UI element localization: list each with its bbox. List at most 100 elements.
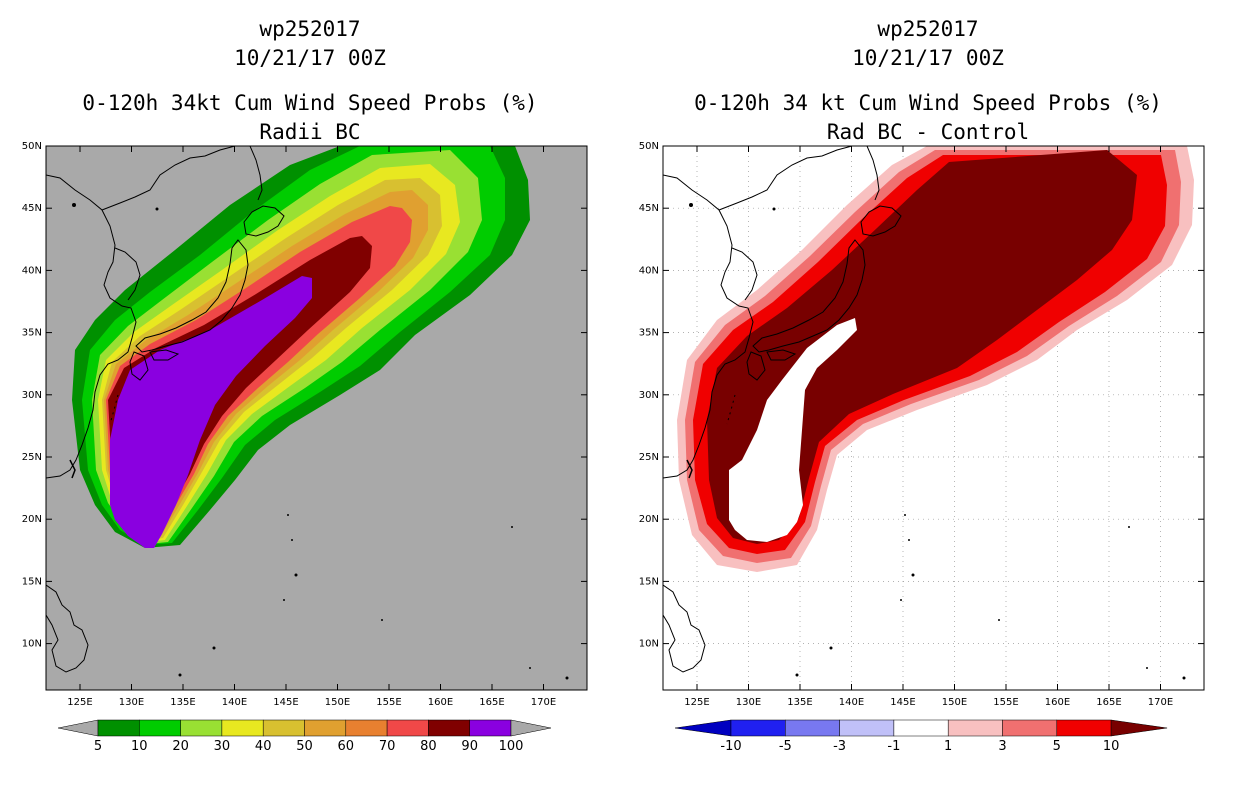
colorbar-label: 5 [1053, 739, 1061, 754]
lat-label: 15N [22, 576, 42, 587]
diff-10-contour [707, 150, 1137, 544]
colorbar-label: -5 [779, 739, 792, 754]
colorbar-over-arrow [1110, 719, 1168, 737]
colorbar-swatch [428, 719, 470, 737]
right-storm-id: wp252017 [877, 17, 979, 41]
lat-label: 20N [22, 514, 42, 525]
lon-label: 170E [1148, 697, 1173, 708]
right-title: 0-120h 34 kt Cum Wind Speed Probs (%) [694, 91, 1162, 115]
lon-label: 160E [428, 697, 453, 708]
colorbar-label: -1 [887, 739, 900, 754]
lat-label: 15N [639, 576, 659, 587]
lon-label: 160E [1045, 697, 1070, 708]
colorbar-label: 100 [499, 739, 524, 754]
colorbar-label: 20 [172, 739, 189, 754]
lat-label: 25N [639, 452, 659, 463]
colorbar-label: 1 [944, 739, 952, 754]
colorbar-under-arrow [674, 719, 732, 737]
colorbar-swatch [893, 719, 949, 737]
lat-label: 35N [22, 328, 42, 339]
lat-label: 40N [639, 265, 659, 276]
lon-label: 150E [942, 697, 967, 708]
colorbar-label: 40 [255, 739, 272, 754]
right-map-frame [662, 145, 1205, 691]
right-datetime: 10/21/17 00Z [852, 46, 1004, 70]
lon-label: 140E [839, 697, 864, 708]
left-title: 0-120h 34kt Cum Wind Speed Probs (%) [82, 91, 538, 115]
colorbar-swatch [730, 719, 786, 737]
colorbar-swatch [139, 719, 181, 737]
lat-label: 10N [639, 639, 659, 650]
lat-label: 20N [639, 514, 659, 525]
left-storm-id: wp252017 [259, 17, 361, 41]
left-colorbar: 5 10 20 30 40 50 60 70 80 90 100 [57, 719, 552, 754]
prob-100-contour [110, 276, 312, 548]
colorbar-label: -3 [833, 739, 846, 754]
lon-label: 145E [273, 697, 298, 708]
lon-label: 170E [531, 697, 556, 708]
lon-label: 165E [479, 697, 504, 708]
colorbar-swatch [304, 719, 347, 737]
right-difference-field [663, 146, 1194, 681]
right-ticks [663, 145, 1204, 690]
colorbar-label: -10 [720, 739, 741, 754]
colorbar-label: 50 [296, 739, 313, 754]
left-probability-field [46, 146, 570, 681]
colorbar-swatch [469, 719, 512, 737]
lat-label: 45N [22, 203, 42, 214]
lat-label: 10N [22, 639, 42, 650]
right-colorbar: -10 -5 -3 -1 1 3 5 10 [674, 719, 1168, 754]
diff-neutral-region [729, 318, 857, 542]
lat-label: 40N [22, 265, 42, 276]
lon-label: 140E [222, 697, 247, 708]
colorbar-label: 70 [379, 739, 396, 754]
lat-label: 25N [22, 452, 42, 463]
colorbar-swatch [97, 719, 140, 737]
lat-label: 45N [639, 203, 659, 214]
colorbar-label: 80 [420, 739, 437, 754]
colorbar-swatch [221, 719, 264, 737]
colorbar-label: 60 [338, 739, 355, 754]
colorbar-swatch [947, 719, 1003, 737]
colorbar-label: 3 [998, 739, 1006, 754]
right-map: 50N 45N 40N 35N 30N 25N 20N 15N 10N 125E 130E 135E 1… [639, 141, 1205, 708]
lon-label: 135E [787, 697, 812, 708]
lat-label: 50N [639, 141, 659, 152]
lon-label: 125E [67, 697, 92, 708]
lon-label: 135E [170, 697, 195, 708]
lon-label: 130E [736, 697, 761, 708]
lon-label: 155E [993, 697, 1018, 708]
colorbar-over-arrow [510, 719, 552, 737]
colorbar-swatch [345, 719, 388, 737]
colorbar-label: 90 [461, 739, 478, 754]
colorbar-swatch [180, 719, 223, 737]
lon-label: 125E [684, 697, 709, 708]
lon-label: 150E [325, 697, 350, 708]
left-map: 50N 45N 40N 35N 30N 25N 20N 15N 10N 125E 130E 135E 1… [22, 141, 588, 708]
left-datetime: 10/21/17 00Z [234, 46, 386, 70]
colorbar-label: 30 [214, 739, 231, 754]
colorbar-swatch [785, 719, 840, 737]
colorbar-swatch [839, 719, 895, 737]
left-ticks [46, 145, 587, 690]
left-subtitle: Radii BC [259, 120, 361, 144]
right-axis-labels: 50N 45N 40N 35N 30N 25N 20N 15N 10N 125E 130E 135E 1… [639, 141, 1173, 708]
lat-label: 30N [639, 390, 659, 401]
colorbar-swatch [386, 719, 429, 737]
lon-label: 165E [1096, 697, 1121, 708]
colorbar-label: 5 [94, 739, 102, 754]
lat-label: 30N [22, 390, 42, 401]
lat-label: 35N [639, 328, 659, 339]
colorbar-swatch [1056, 719, 1112, 737]
colorbar-label: 10 [131, 739, 148, 754]
left-axis-labels: 50N 45N 40N 35N 30N 25N 20N 15N 10N 125E 130E 135E 1… [22, 141, 556, 708]
left-map-frame [45, 145, 588, 691]
colorbar-under-arrow [57, 719, 99, 737]
lon-label: 130E [119, 697, 144, 708]
lat-label: 50N [22, 141, 42, 152]
lon-label: 155E [376, 697, 401, 708]
colorbar-label: 10 [1103, 739, 1120, 754]
right-subtitle: Rad BC - Control [826, 120, 1030, 144]
colorbar-swatch [262, 719, 305, 737]
lon-label: 145E [890, 697, 915, 708]
